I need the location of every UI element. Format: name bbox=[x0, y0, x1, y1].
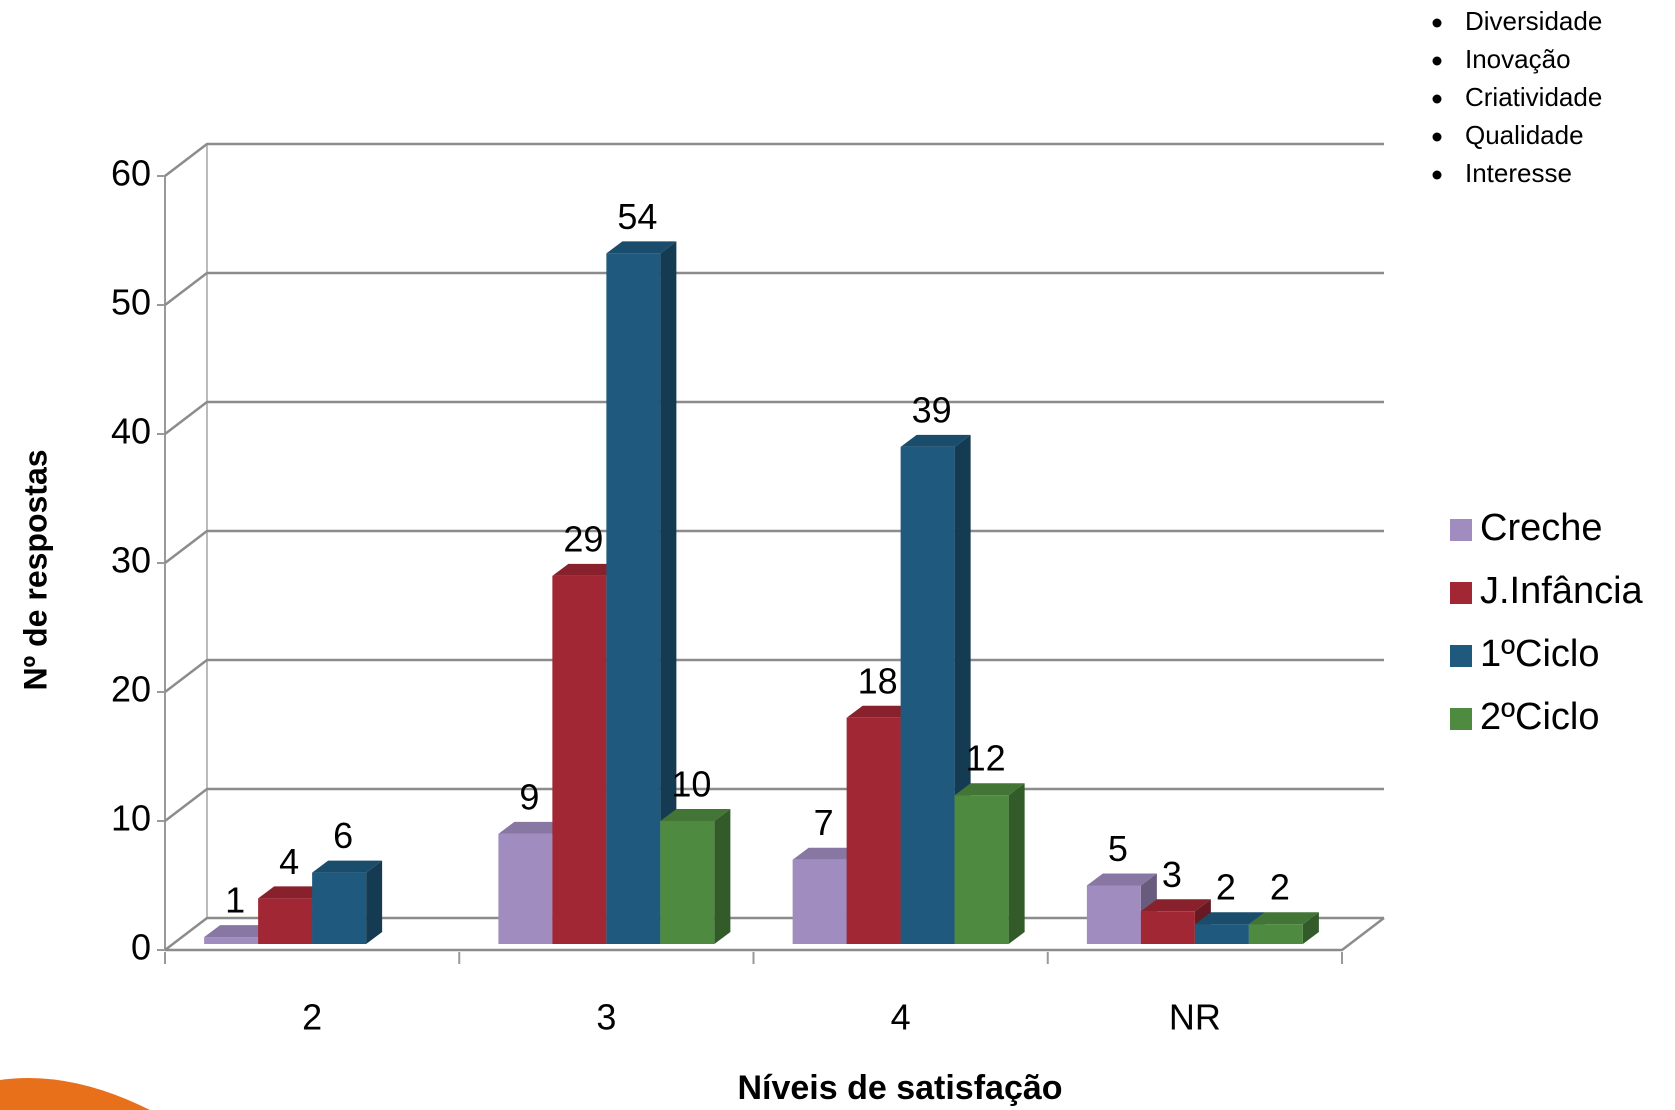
bar-top bbox=[1248, 912, 1319, 925]
bar-top bbox=[1194, 912, 1265, 925]
bar-top bbox=[900, 434, 971, 447]
value-label: 9 bbox=[519, 776, 539, 817]
y-tick-label: 60 bbox=[111, 153, 151, 194]
bar-side bbox=[1302, 912, 1319, 944]
bar-side bbox=[1008, 783, 1025, 944]
legend-swatch bbox=[1450, 519, 1472, 541]
bar-top bbox=[660, 809, 731, 821]
bar bbox=[1248, 924, 1303, 944]
bar bbox=[1194, 924, 1249, 944]
legend-swatch bbox=[1450, 582, 1472, 604]
grid-line bbox=[164, 142, 1384, 177]
bar-top bbox=[1086, 873, 1157, 886]
value-label: 4 bbox=[279, 841, 299, 882]
bar bbox=[498, 833, 553, 944]
value-label: 39 bbox=[912, 389, 952, 430]
bar bbox=[660, 821, 715, 944]
y-tick-label: 0 bbox=[131, 927, 151, 968]
bar-top bbox=[552, 563, 623, 576]
bar bbox=[1086, 885, 1141, 944]
bar-top bbox=[846, 705, 917, 718]
bar-top bbox=[606, 241, 677, 254]
bar-top bbox=[204, 925, 275, 938]
legend-label: 1ºCiclo bbox=[1480, 633, 1599, 675]
legend-label: J.Infância bbox=[1480, 570, 1644, 612]
x-tick-label: 3 bbox=[596, 997, 616, 1038]
bar-side bbox=[714, 809, 731, 944]
value-label: 2 bbox=[1270, 867, 1290, 908]
bar-side bbox=[366, 860, 383, 944]
x-axis-title: Níveis de satisfação bbox=[737, 1069, 1062, 1107]
y-tick-label: 40 bbox=[111, 411, 151, 452]
y-tick-label: 20 bbox=[111, 669, 151, 710]
note: Qualidade bbox=[1465, 120, 1584, 150]
value-label: 5 bbox=[1108, 828, 1128, 869]
bar-side bbox=[660, 241, 677, 944]
x-tick-label: 2 bbox=[302, 997, 322, 1038]
legend-swatch bbox=[1450, 645, 1472, 667]
grid-line bbox=[164, 271, 1384, 306]
bar bbox=[792, 859, 847, 944]
grid-line bbox=[164, 400, 1384, 435]
bar-top bbox=[498, 821, 569, 834]
legend-swatch bbox=[1450, 708, 1472, 730]
value-label: 6 bbox=[333, 815, 353, 856]
value-label: 2 bbox=[1216, 867, 1236, 908]
grid-line bbox=[164, 658, 1384, 693]
bar bbox=[846, 717, 901, 944]
bar-top bbox=[258, 886, 329, 899]
note: Criatividade bbox=[1465, 82, 1602, 112]
y-tick-label: 30 bbox=[111, 540, 151, 581]
bar bbox=[1140, 911, 1195, 944]
bar bbox=[312, 872, 367, 944]
value-label: 10 bbox=[671, 764, 711, 805]
bar-top bbox=[1140, 899, 1211, 912]
legend-label: Creche bbox=[1480, 507, 1603, 549]
bar bbox=[552, 575, 607, 944]
bullet bbox=[1432, 56, 1442, 66]
y-axis-title: Nº de respostas bbox=[17, 449, 53, 690]
bar bbox=[204, 937, 259, 944]
bar-top bbox=[792, 847, 863, 860]
y-tick-label: 10 bbox=[111, 798, 151, 839]
grid-line bbox=[164, 529, 1384, 564]
value-label: 18 bbox=[858, 660, 898, 701]
bar-top bbox=[954, 783, 1025, 796]
note: Interesse bbox=[1465, 158, 1572, 188]
bar-top bbox=[312, 860, 383, 873]
bar bbox=[606, 253, 661, 944]
bullet bbox=[1432, 132, 1442, 142]
note: Diversidade bbox=[1465, 6, 1602, 36]
bar bbox=[954, 795, 1009, 944]
y-tick-label: 50 bbox=[111, 282, 151, 323]
bullet bbox=[1432, 18, 1442, 28]
legend-label: 2ºCiclo bbox=[1480, 696, 1599, 738]
bullet bbox=[1432, 94, 1442, 104]
value-label: 54 bbox=[617, 196, 657, 237]
value-label: 1 bbox=[225, 880, 245, 921]
decoration bbox=[0, 1078, 150, 1110]
value-label: 3 bbox=[1162, 854, 1182, 895]
x-tick-label: 4 bbox=[891, 997, 911, 1038]
value-label: 29 bbox=[563, 518, 603, 559]
value-label: 12 bbox=[966, 738, 1006, 779]
x-tick-label: NR bbox=[1169, 997, 1221, 1038]
bar bbox=[258, 898, 313, 944]
bullet bbox=[1432, 170, 1442, 180]
bar bbox=[900, 446, 955, 944]
note: Inovação bbox=[1465, 44, 1571, 74]
value-label: 7 bbox=[814, 802, 834, 843]
